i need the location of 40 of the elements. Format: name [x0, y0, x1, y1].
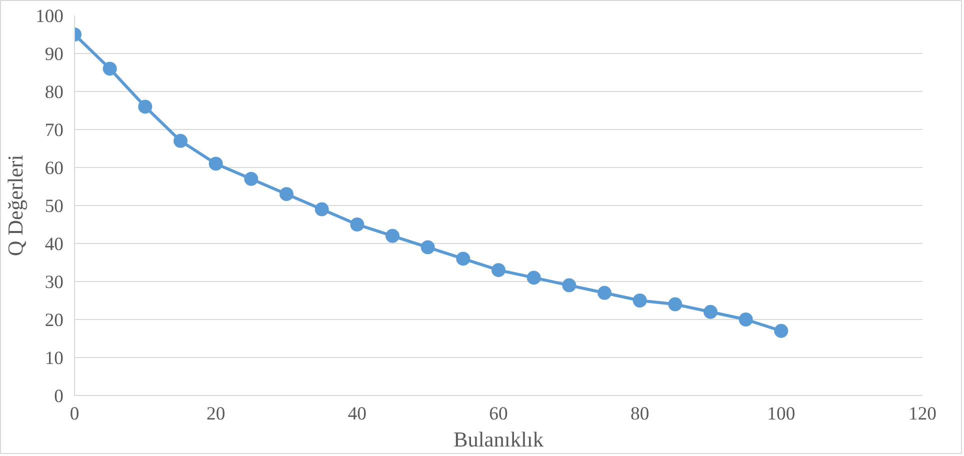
point: [244, 172, 258, 186]
point: [138, 100, 152, 114]
point: [704, 304, 718, 319]
point: [174, 134, 188, 148]
x-axis-title: Bulanıklık: [453, 428, 544, 452]
point: [280, 187, 294, 202]
x-tick-label: 100: [767, 404, 796, 424]
y-tick-label: 30: [44, 272, 64, 293]
point: [314, 202, 329, 216]
x-tick-label: 120: [908, 404, 936, 424]
point: [632, 294, 647, 308]
y-tick-label: 80: [44, 82, 64, 103]
y-tick-label: 40: [44, 234, 64, 255]
point: [456, 252, 470, 266]
x-tick-label: 40: [348, 404, 366, 424]
point: [102, 62, 117, 76]
x-tick-label: 0: [70, 404, 80, 424]
point: [420, 240, 435, 254]
y-tick-label: 50: [44, 196, 64, 217]
point: [526, 270, 541, 285]
point: [774, 324, 788, 338]
y-tick-label: 90: [44, 44, 64, 65]
point: [738, 312, 753, 326]
y-tick-label: 10: [44, 348, 64, 369]
point: [598, 286, 612, 300]
y-axis-title: Q Değerleri: [4, 154, 28, 256]
y-tick-label: 70: [44, 120, 64, 141]
point: [208, 156, 223, 171]
x-tick-label: 60: [489, 404, 508, 424]
y-tick-label: 100: [36, 6, 64, 27]
point: [562, 278, 576, 292]
y-tick-label: 0: [54, 386, 64, 407]
point: [668, 297, 682, 312]
y-tick-label: 20: [44, 310, 64, 331]
point: [386, 228, 400, 243]
point: [350, 218, 364, 232]
x-tick-label: 80: [630, 404, 650, 424]
y-tick-label: 60: [44, 158, 64, 179]
x-tick-label: 20: [206, 404, 226, 424]
point: [492, 263, 506, 278]
